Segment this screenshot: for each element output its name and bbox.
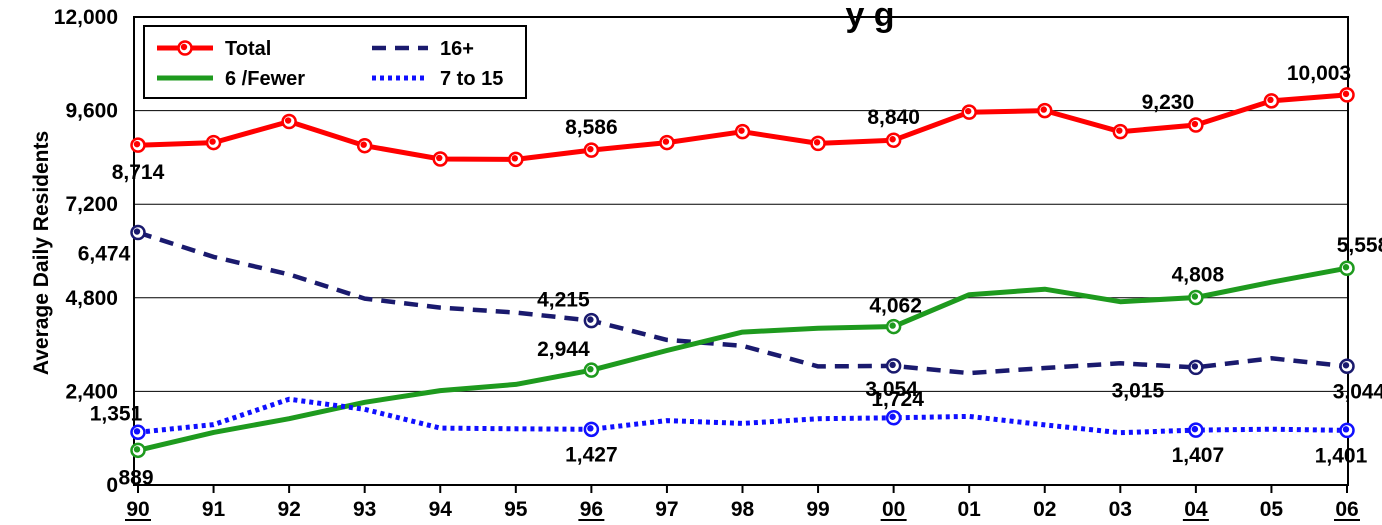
legend-label: 16+ [440, 38, 474, 60]
data-label: 3,044 [1333, 380, 1382, 403]
data-point-center [1191, 425, 1199, 433]
x-tick-label: 00 [882, 498, 905, 521]
data-point-center [662, 138, 670, 145]
data-label: 1,427 [565, 443, 618, 466]
data-point-center [1191, 120, 1199, 128]
legend-box [143, 25, 527, 99]
x-tick-label: 06 [1335, 498, 1358, 521]
data-point-center [587, 145, 594, 153]
data-point-center [1342, 362, 1350, 369]
series-markers [130, 87, 1355, 459]
x-tick-label: 95 [504, 498, 528, 521]
data-label: 1,724 [871, 388, 924, 411]
data-label: 3,015 [1112, 379, 1165, 402]
x-tick-label: 90 [126, 498, 149, 521]
data-point-center [587, 365, 594, 373]
data-point-center [209, 138, 216, 145]
data-label: 889 [118, 466, 153, 489]
data-label: 8,840 [867, 106, 920, 129]
y-axis-label: Average Daily Residents [30, 131, 53, 375]
data-label: 3,054 [865, 378, 918, 401]
data-point-center [133, 428, 141, 435]
data-label: 1,401 [1315, 444, 1368, 467]
data-label: 1,407 [1172, 444, 1225, 467]
data-point-center [587, 425, 594, 432]
legend-marker-center [180, 43, 188, 51]
series-line [137, 230, 1348, 376]
data-label: 2,944 [537, 338, 590, 361]
data-point-center [889, 361, 896, 369]
data-label: 8,586 [565, 116, 618, 139]
x-tick-label: 93 [353, 498, 376, 521]
y-tick-label: 2,400 [65, 380, 118, 403]
plot-area-border [133, 16, 1349, 486]
data-point-center [889, 136, 896, 143]
y-tick-label: 4,800 [65, 287, 118, 310]
data-label: 5,558 [1337, 234, 1382, 257]
data-label: 4,215 [537, 289, 590, 312]
series-line [137, 396, 1348, 436]
x-tick-label: 99 [806, 498, 829, 521]
y-axis-ticks: 0 2,400 4,800 7,200 9,600 12,000 [54, 6, 118, 497]
data-labels: 8,714 8,586 8,840 9,230 10,003 6,474 4,215 3,05… [78, 62, 1382, 489]
data-point-center [133, 228, 141, 235]
y-tick-label: 0 [106, 474, 118, 497]
x-tick-label: 03 [1109, 498, 1132, 521]
x-tick-label: 97 [655, 498, 678, 521]
x-tick-label: 01 [958, 498, 982, 521]
data-label: 8,714 [112, 161, 165, 184]
data-point-center [1191, 363, 1199, 370]
data-point-center [436, 154, 443, 162]
data-point-center [1191, 293, 1199, 300]
x-tick-label: 96 [580, 498, 603, 521]
y-tick-label: 7,200 [65, 193, 118, 216]
data-point-center [889, 322, 896, 329]
y-tick-label: 9,600 [65, 100, 118, 123]
data-label: 6,474 [78, 243, 131, 266]
data-point-center [1342, 90, 1350, 98]
data-point-center [738, 127, 745, 134]
data-label: 4,808 [1172, 263, 1225, 286]
legend-label: 7 to 15 [440, 68, 503, 90]
x-tick-label: 94 [429, 498, 453, 521]
data-point-center [889, 413, 896, 420]
data-point-center [360, 141, 367, 148]
series-line [135, 265, 1350, 453]
series-lines [135, 92, 1350, 453]
data-point-center [1267, 96, 1274, 104]
x-tick-label: 92 [277, 498, 300, 521]
data-point-center [587, 316, 594, 323]
x-tick-label: 91 [202, 498, 226, 521]
legend-label: Total [225, 38, 271, 60]
data-label: 1,351 [90, 402, 143, 425]
data-point-center [813, 139, 821, 146]
data-point-center [1342, 264, 1350, 271]
data-label: 9,230 [1142, 91, 1195, 114]
data-label: 10,003 [1287, 62, 1351, 85]
data-point-center [1342, 426, 1350, 433]
x-axis-ticks: 90 91 92 93 94 95 96 97 98 99 00 01 02 03 04 05 06 [125, 485, 1360, 521]
x-tick-label: 05 [1260, 498, 1284, 521]
data-point-center [133, 446, 141, 453]
x-tick-label: 98 [731, 498, 755, 521]
gridlines [134, 110, 1348, 392]
legend: Total 16+ 6 /Fewer 7 to 15 [143, 25, 527, 99]
x-tick-label: 04 [1184, 498, 1208, 521]
data-point-center [511, 155, 519, 162]
x-tick-label: 02 [1033, 498, 1056, 521]
data-point-center [1116, 127, 1123, 134]
data-point-center [1040, 106, 1047, 113]
data-label: 4,062 [869, 295, 922, 318]
legend-label: 6 /Fewer [225, 68, 305, 90]
data-point-center [964, 107, 972, 115]
data-point-center [284, 117, 292, 124]
data-point-center [133, 140, 141, 148]
y-tick-label: 12,000 [54, 6, 118, 29]
